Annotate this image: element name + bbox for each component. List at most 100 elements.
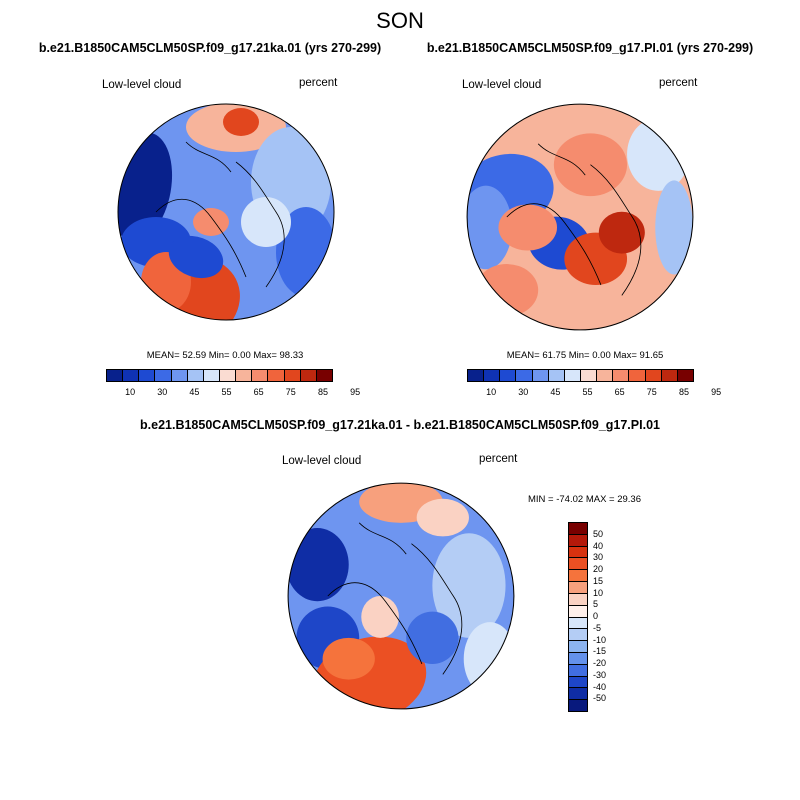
colorbar-swatch <box>316 370 332 381</box>
colorbar-swatch <box>236 370 253 381</box>
field-patch <box>627 117 690 191</box>
colorbar-tick-label: 10 <box>125 387 136 397</box>
colorbar-tick-label: 30 <box>518 387 529 397</box>
colorbar-tick-label: 10 <box>593 587 604 598</box>
colorbar-swatch <box>597 370 614 381</box>
colorbar-swatch <box>252 370 269 381</box>
colorbar-swatch <box>500 370 517 381</box>
map-field <box>118 104 334 320</box>
colorbar-swatch <box>284 370 301 381</box>
coastline <box>155 141 285 288</box>
field-patch <box>223 108 259 136</box>
diff-colorbar-ticks: 50 40 30 20 15 10 5 0 -5 -10 -15 -20 -30 -40 -50 <box>593 522 623 710</box>
colorbar-tick-label: 65 <box>253 387 264 397</box>
colorbar-tick-label: 55 <box>221 387 232 397</box>
panel1-colorbar <box>106 369 333 382</box>
colorbar-swatch <box>613 370 630 381</box>
field-patch <box>416 498 469 537</box>
colorbar-tick-label: -5 <box>593 622 602 633</box>
map-field <box>288 483 514 709</box>
colorbar-swatch <box>107 370 124 381</box>
diff-variable-label: Low-level cloud <box>282 455 362 467</box>
map-boundary <box>117 103 335 321</box>
field-patch <box>168 235 224 279</box>
colorbar-swatch <box>569 558 587 571</box>
colorbar-tick-label: -20 <box>593 658 607 668</box>
colorbar-swatch <box>569 676 587 689</box>
colorbar-tick-label: -10 <box>593 634 607 645</box>
diff-stats: MIN = -74.02 MAX = 29.36 <box>528 494 642 505</box>
colorbar-swatch <box>645 370 662 381</box>
colorbar-swatch <box>569 700 587 711</box>
colorbar-tick-label: 65 <box>614 387 625 397</box>
panel1-colorbar-ticks: 10 30 45 55 65 75 85 95 <box>106 387 360 399</box>
map-boundary <box>466 103 694 331</box>
colorbar-tick-label: -50 <box>593 693 607 704</box>
panel2-colorbar-ticks: 10 30 45 55 65 75 85 95 <box>467 387 721 399</box>
colorbar-swatch <box>569 652 587 665</box>
colorbar-swatch <box>187 370 204 381</box>
colorbar-swatch <box>569 582 587 594</box>
colorbar-tick-label: 0 <box>593 611 599 621</box>
panel1-polar-map <box>117 103 335 321</box>
colorbar-swatch <box>569 546 587 559</box>
colorbar-tick-label: 45 <box>189 387 200 397</box>
colorbar-swatch <box>155 370 172 381</box>
colorbar-swatch <box>569 617 587 630</box>
colorbar-swatch <box>569 593 587 606</box>
colorbar-tick-label: 85 <box>317 387 328 397</box>
colorbar-swatch <box>516 370 533 381</box>
colorbar-tick-label: 20 <box>593 564 604 574</box>
field-patch <box>467 185 513 270</box>
colorbar-swatch <box>139 370 156 381</box>
colorbar-swatch <box>532 370 549 381</box>
field-patch <box>475 264 539 317</box>
map-boundary <box>287 482 515 710</box>
colorbar-swatch <box>580 370 598 381</box>
colorbar-swatch <box>564 370 581 381</box>
colorbar-swatch <box>569 523 587 535</box>
colorbar-tick-label: 95 <box>350 387 361 397</box>
colorbar-tick-label: 45 <box>550 387 561 397</box>
coastline <box>327 522 463 675</box>
diff-polar-map <box>287 482 515 710</box>
colorbar-swatch <box>661 370 678 381</box>
colorbar-swatch <box>569 534 587 547</box>
panel2-variable-label: Low-level cloud <box>462 79 542 91</box>
field-patch <box>655 180 693 275</box>
colorbar-swatch <box>569 605 587 618</box>
coastline <box>506 143 642 296</box>
field-patch <box>527 284 633 330</box>
colorbar-swatch <box>569 570 587 583</box>
colorbar-tick-label: 75 <box>646 387 657 397</box>
colorbar-tick-label: 85 <box>678 387 689 397</box>
diff-panel-title: b.e21.B1850CAM5CLM50SP.f09_g17.21ka.01 -… <box>140 418 660 432</box>
field-patch <box>322 637 375 680</box>
colorbar-swatch <box>569 664 587 677</box>
colorbar-swatch <box>484 370 501 381</box>
field-patch <box>288 528 349 602</box>
colorbar-swatch <box>629 370 646 381</box>
panel2-units-label: percent <box>659 77 698 89</box>
colorbar-swatch <box>268 370 285 381</box>
colorbar-swatch <box>569 641 587 653</box>
colorbar-tick-label: 5 <box>593 599 599 610</box>
colorbar-tick-label: 55 <box>582 387 593 397</box>
colorbar-tick-label: -30 <box>593 669 607 680</box>
colorbar-swatch <box>123 370 140 381</box>
colorbar-swatch <box>219 370 237 381</box>
map-field <box>467 104 693 330</box>
field-patch <box>598 211 645 254</box>
colorbar-tick-label: 30 <box>157 387 168 397</box>
panel2-colorbar <box>467 369 694 382</box>
panel1-stats: MEAN= 52.59 Min= 0.00 Max= 98.33 <box>146 350 304 361</box>
colorbar-swatch <box>569 629 587 642</box>
panel1-variable-label: Low-level cloud <box>102 79 182 91</box>
field-patch <box>406 611 459 664</box>
colorbar-swatch <box>468 370 485 381</box>
panel1-title: b.e21.B1850CAM5CLM50SP.f09_g17.21ka.01 (… <box>38 41 382 55</box>
field-patch <box>193 208 229 236</box>
colorbar-swatch <box>677 370 693 381</box>
colorbar-swatch <box>171 370 188 381</box>
colorbar-tick-label: -15 <box>593 646 607 657</box>
